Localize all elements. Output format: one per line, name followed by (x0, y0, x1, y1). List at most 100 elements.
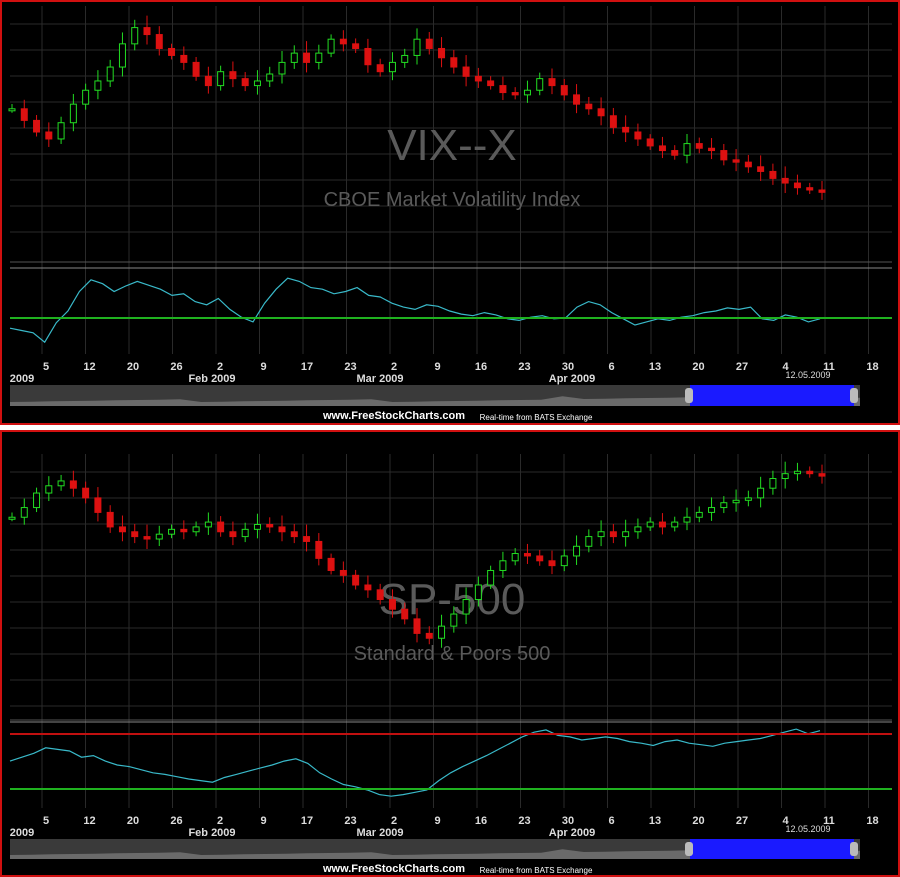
candle-body (560, 85, 568, 96)
candle-body (303, 536, 311, 542)
x-tick-label: 20 (127, 361, 139, 373)
candle-body (818, 189, 826, 193)
candle-body (241, 528, 249, 538)
x-tick-label: 27 (736, 361, 748, 373)
candle-body (413, 38, 421, 56)
site-link[interactable]: www.FreeStockCharts.com (322, 410, 465, 422)
candle-body (204, 521, 212, 528)
candle-body (438, 625, 446, 639)
month-label: Mar 2009 (356, 827, 403, 839)
candle-body (474, 584, 482, 601)
candle-body (217, 71, 225, 87)
candle-body (806, 187, 814, 191)
navigator-selection[interactable] (690, 385, 854, 406)
vix-chart-svg: VIX--X CBOE Market Volatility Index 5 12 20 2… (8, 6, 892, 422)
x-tick-label: 17 (301, 361, 313, 373)
last-date-label: 12.05.2009 (785, 824, 830, 834)
candle-body (364, 47, 372, 66)
x-tick-label: 12 (83, 815, 95, 827)
realtime-label: Real-time from BATS Exchange (480, 866, 593, 875)
x-tick-label: 23 (518, 361, 530, 373)
x-tick-label: 9 (434, 361, 440, 373)
candle-body (806, 470, 814, 475)
candle-body (573, 94, 581, 105)
candle-body (450, 57, 458, 68)
candle-body (609, 115, 617, 128)
month-label: Feb 2009 (188, 827, 235, 839)
x-tick-label: 2 (217, 361, 223, 373)
candle-body (585, 536, 593, 547)
month-label: Apr 2009 (549, 827, 595, 839)
site-link[interactable]: www.FreeStockCharts.com (322, 863, 465, 875)
candle-body (609, 531, 617, 538)
navigator-selection[interactable] (690, 839, 854, 859)
candle-body (548, 78, 556, 87)
candle-body (474, 75, 482, 82)
sp500-chart-panel: SP-500 Standard & Poors 500 5 12 20 26 2 9 17 23 2… (0, 430, 900, 877)
candle-body (352, 574, 360, 586)
candle-body (290, 531, 298, 538)
candle-body (401, 608, 409, 620)
x-tick-label: 11 (823, 361, 835, 373)
candle-body (597, 531, 605, 538)
x-tick-label: 5 (43, 361, 49, 373)
x-tick-label: 16 (475, 361, 487, 373)
candle-body (536, 555, 544, 562)
candle-body (450, 613, 458, 627)
candle-body (180, 528, 188, 533)
x-tick-label: 2 (217, 815, 223, 827)
candle-body (290, 52, 298, 63)
candle-body (229, 71, 237, 80)
candle-body (339, 569, 347, 576)
candle-body (327, 557, 335, 571)
candle-body (20, 108, 28, 121)
panel-separator (0, 425, 900, 430)
candle-body (45, 485, 53, 494)
month-label: 2009 (10, 373, 34, 385)
navigator-right-handle[interactable] (850, 388, 858, 403)
candle-body (523, 89, 531, 96)
candle-body (106, 66, 114, 82)
candle-body (82, 487, 90, 499)
navigator-sparkline (10, 396, 860, 406)
candle-body (131, 531, 139, 538)
candle-body (155, 533, 163, 540)
x-tick-label: 6 (608, 361, 614, 373)
candle-body (33, 119, 41, 133)
x-tick-label: 20 (692, 361, 704, 373)
candle-body (315, 52, 323, 63)
candle-body (793, 182, 801, 189)
candle-body (118, 43, 126, 68)
candle-body (683, 143, 691, 156)
candle-body (168, 47, 176, 56)
x-tick-label: 23 (518, 815, 530, 827)
candle-body (757, 166, 765, 172)
x-tick-label: 2 (391, 815, 397, 827)
x-tick-label: 13 (649, 815, 661, 827)
candle-body (20, 507, 28, 518)
candle-body (769, 478, 777, 489)
candle-body (388, 599, 396, 610)
month-label: Apr 2009 (549, 373, 595, 385)
x-tick-label: 9 (260, 815, 266, 827)
candle-body (511, 553, 519, 562)
navigator-left-handle[interactable] (685, 388, 693, 403)
candle-body (413, 618, 421, 634)
navigator-left-handle[interactable] (685, 842, 693, 856)
candle-body (339, 38, 347, 45)
candle-body (388, 61, 396, 73)
candle-body (425, 38, 433, 49)
navigator-right-handle[interactable] (850, 842, 858, 856)
candle-body (793, 470, 801, 475)
x-tick-label: 5 (43, 815, 49, 827)
chart-title: CBOE Market Volatility Index (324, 189, 581, 211)
x-tick-label: 23 (344, 815, 356, 827)
x-tick-label: 18 (866, 361, 878, 373)
x-tick-label: 4 (782, 361, 789, 373)
x-tick-label: 17 (301, 815, 313, 827)
x-tick-label: 20 (127, 815, 139, 827)
candle-body (573, 545, 581, 557)
candle-body (744, 161, 752, 168)
navigator-sparkline (10, 849, 860, 859)
candle-body (536, 78, 544, 91)
